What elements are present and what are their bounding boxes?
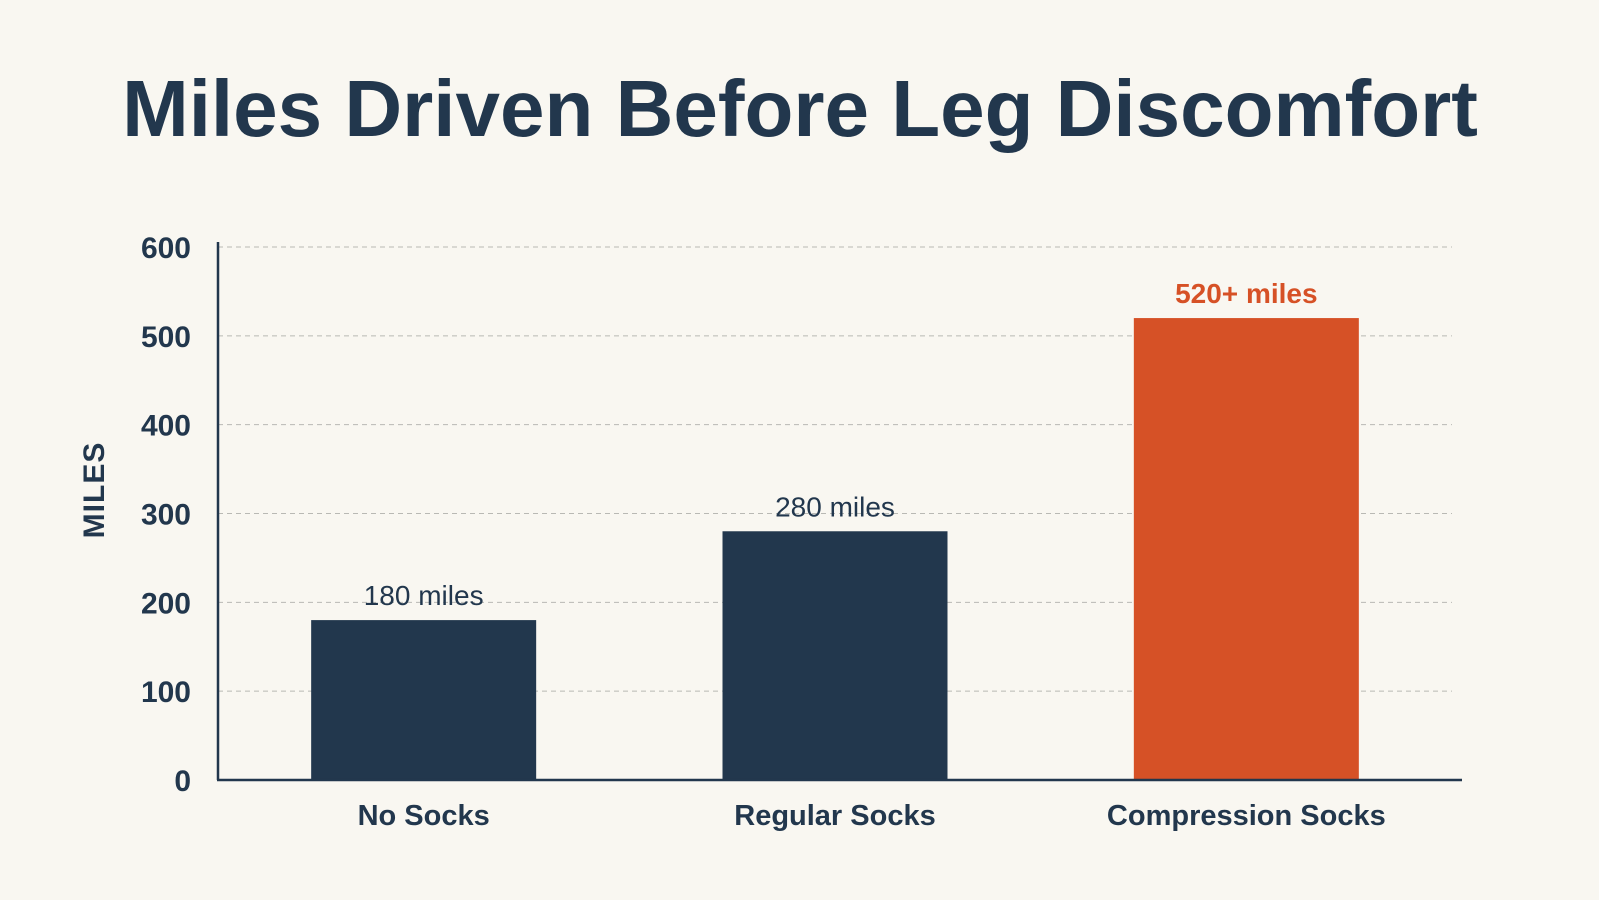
chart-title: Miles Driven Before Leg Discomfort [122, 64, 1478, 153]
x-category-label: No Socks [358, 800, 490, 832]
data-label: 180 miles [364, 580, 484, 611]
bar-regular-socks [722, 531, 948, 780]
x-axis-categories: No Socks Regular Socks Compression Socks [358, 800, 1386, 832]
data-label: 280 miles [775, 491, 895, 522]
y-tick-label: 200 [141, 587, 191, 620]
x-category-label: Regular Socks [734, 800, 935, 832]
bars [311, 318, 1359, 780]
bar-no-socks [311, 620, 537, 780]
y-tick-label: 600 [141, 232, 191, 265]
y-tick-label: 400 [141, 410, 191, 443]
y-tick-label: 0 [174, 765, 191, 798]
y-axis-ticks: 0 100 200 300 400 500 600 [141, 232, 191, 798]
y-tick-label: 500 [141, 321, 191, 354]
bar-compression-socks [1133, 318, 1359, 780]
x-category-label: Compression Socks [1107, 800, 1386, 832]
y-tick-label: 300 [141, 499, 191, 532]
y-axis-label: MILES [78, 442, 111, 539]
data-labels: 180 miles 280 miles 520+ miles [364, 278, 1318, 611]
y-tick-label: 100 [141, 676, 191, 709]
data-label: 520+ miles [1175, 278, 1317, 309]
